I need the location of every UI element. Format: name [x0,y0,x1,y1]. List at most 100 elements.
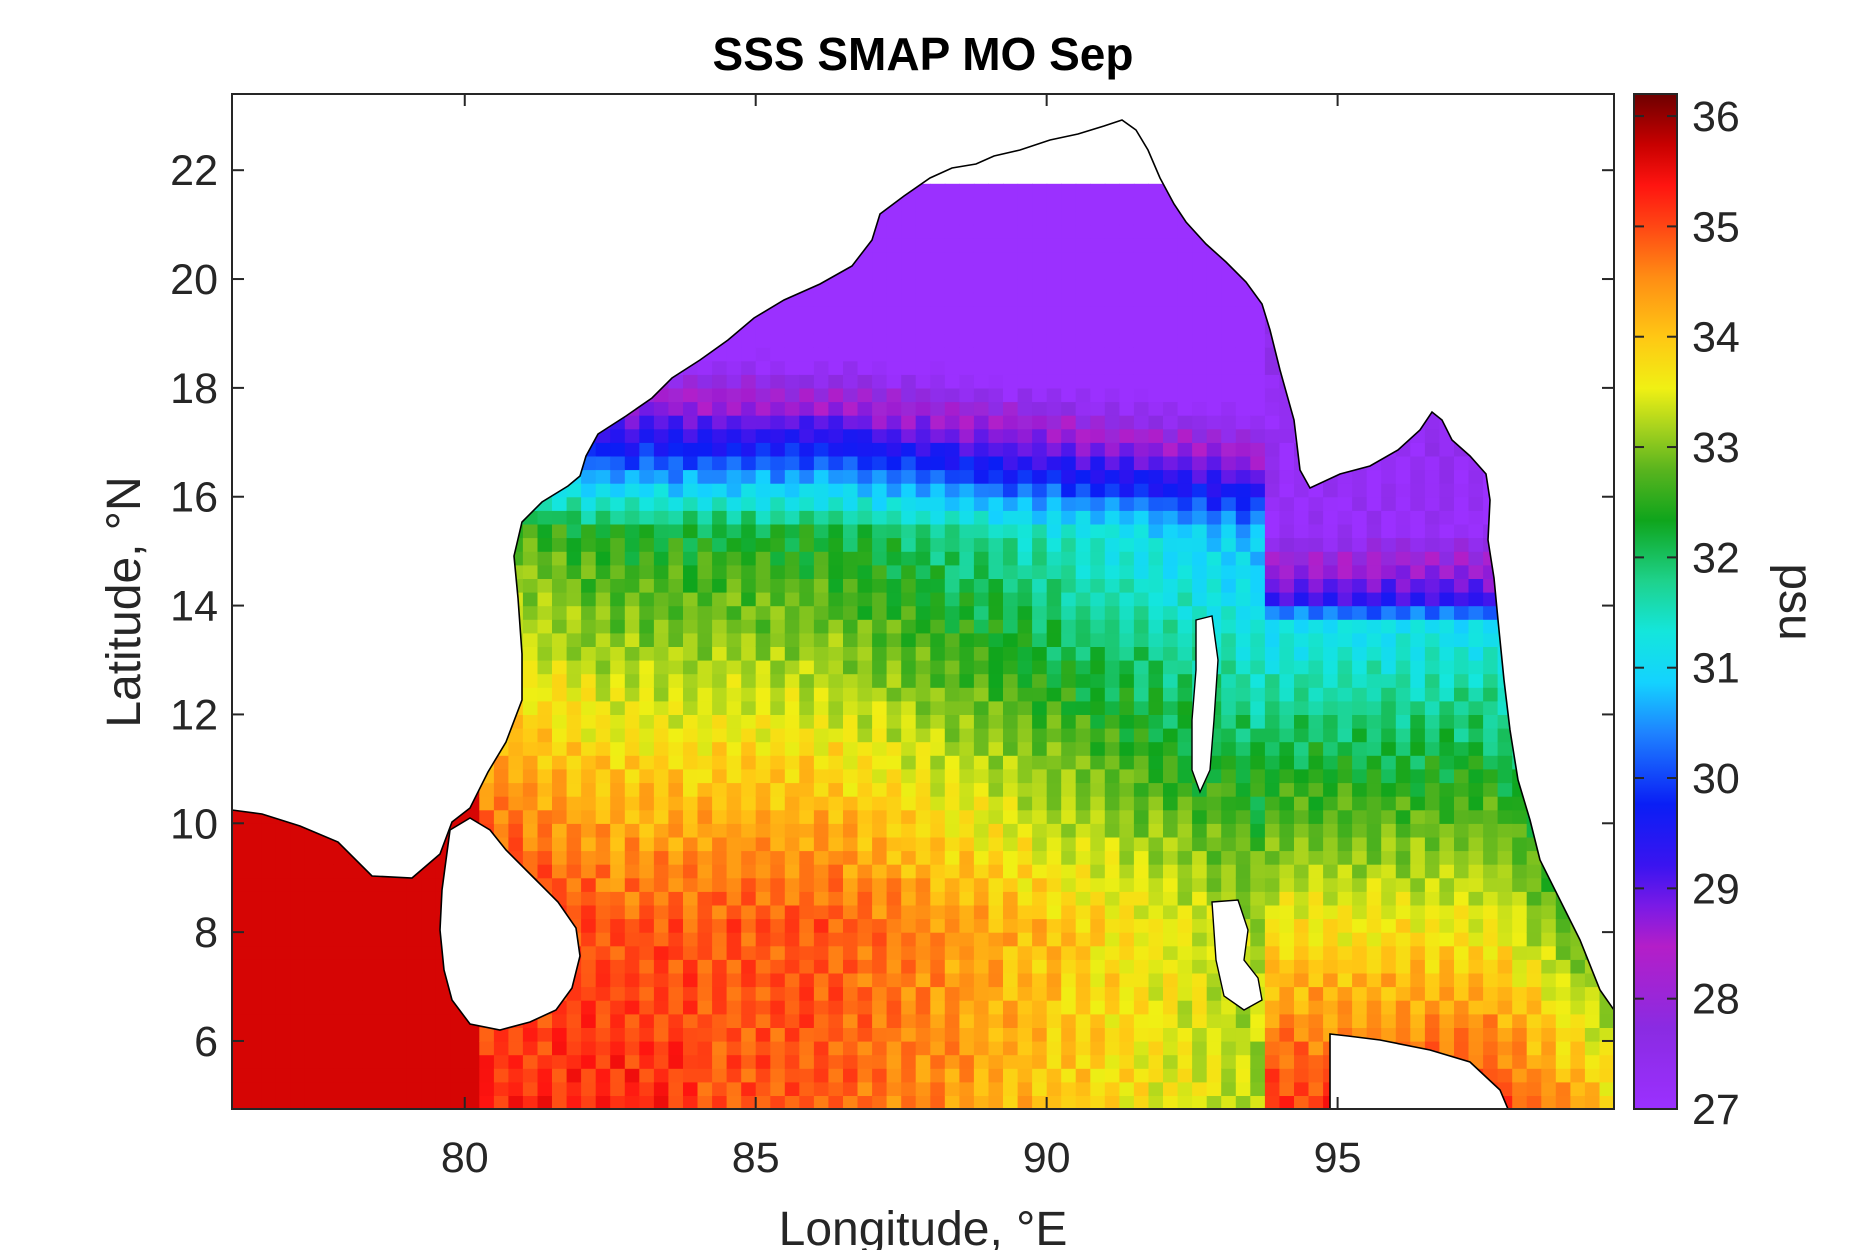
salinity-cell [261,864,277,879]
salinity-cell [1133,279,1149,294]
salinity-cell [639,700,655,715]
salinity-cell [1119,1013,1135,1028]
salinity-cell [799,347,815,362]
salinity-cell [930,469,946,484]
salinity-cell [566,1041,582,1056]
salinity-cell [1046,632,1062,647]
salinity-cell [333,1081,349,1096]
salinity-cell [1250,796,1266,811]
salinity-cell [1148,660,1164,675]
salinity-cell [1206,279,1222,294]
salinity-cell [232,891,248,906]
salinity-cell [668,809,684,824]
salinity-cell [944,932,960,947]
salinity-cell [799,986,815,1001]
salinity-cell [915,673,931,688]
salinity-cell [653,1013,669,1028]
salinity-cell [944,741,960,756]
salinity-cell [683,1068,699,1083]
salinity-cell [1003,836,1019,852]
salinity-cell [653,660,669,675]
salinity-cell [362,1081,378,1096]
salinity-cell [813,442,829,457]
salinity-cell [392,972,408,988]
salinity-cell [1119,782,1135,797]
salinity-cell [741,687,757,702]
salinity-cell [624,1000,640,1015]
salinity-cell [1250,510,1266,525]
salinity-cell [290,836,306,852]
salinity-cell [552,1054,568,1069]
salinity-cell [362,904,378,920]
salinity-cell [668,1000,684,1015]
salinity-cell [1177,1041,1193,1056]
salinity-cell [1279,1000,1295,1015]
salinity-cell [1192,415,1208,430]
salinity-cell [1032,564,1048,579]
salinity-cell [886,415,902,430]
salinity-cell [872,1054,888,1069]
salinity-cell [1148,1013,1164,1028]
salinity-cell [1046,224,1062,239]
salinity-cell [537,1095,553,1109]
salinity-cell [304,836,320,852]
salinity-cell [1250,306,1266,321]
salinity-cell [435,1027,451,1042]
salinity-cell [1061,592,1077,607]
salinity-cell [1250,592,1266,607]
salinity-cell [1133,1068,1149,1083]
salinity-cell [1133,224,1149,239]
salinity-cell [1090,755,1106,770]
salinity-cell [915,401,931,416]
salinity-cell [843,279,859,294]
salinity-cell [1119,496,1135,511]
salinity-cell [944,292,960,307]
salinity-cell [1163,823,1179,838]
salinity-cell [1061,564,1077,579]
salinity-cell [813,319,829,335]
salinity-cell [799,850,815,865]
salinity-cell [770,455,786,471]
salinity-cell [886,564,902,579]
salinity-cell [1264,891,1280,906]
salinity-cell [915,605,931,620]
salinity-cell [246,959,262,974]
salinity-cell [1133,387,1149,403]
salinity-cell [843,904,859,920]
salinity-cell [872,1013,888,1028]
salinity-cell [639,415,655,430]
salinity-cell [1133,578,1149,593]
salinity-cell [1046,564,1062,579]
salinity-cell [1119,728,1135,743]
salinity-cell [784,347,800,362]
salinity-cell [610,891,626,906]
salinity-cell [726,864,742,879]
salinity-cell [1163,673,1179,688]
salinity-cell [1032,986,1048,1001]
salinity-cell [755,877,771,892]
salinity-cell [1003,279,1019,294]
salinity-cell [799,496,815,511]
salinity-cell [1090,959,1106,974]
salinity-cell [1046,523,1062,539]
salinity-cell [697,1027,713,1042]
salinity-cell [683,959,699,974]
salinity-cell [290,1054,306,1069]
salinity-cell [653,442,669,457]
salinity-cell [261,1081,277,1096]
salinity-cell [493,809,509,824]
salinity-cell [246,904,262,920]
salinity-cell [930,238,946,253]
salinity-cell [639,496,655,511]
salinity-cell [697,592,713,607]
salinity-cell [552,728,568,743]
salinity-cell [683,741,699,756]
salinity-cell [552,646,568,661]
salinity-cell [1046,1095,1062,1109]
salinity-cell [522,796,538,811]
salinity-cell [988,823,1004,838]
salinity-cell [741,646,757,661]
salinity-cell [1032,796,1048,811]
salinity-cell [915,306,931,321]
salinity-cell [872,619,888,634]
